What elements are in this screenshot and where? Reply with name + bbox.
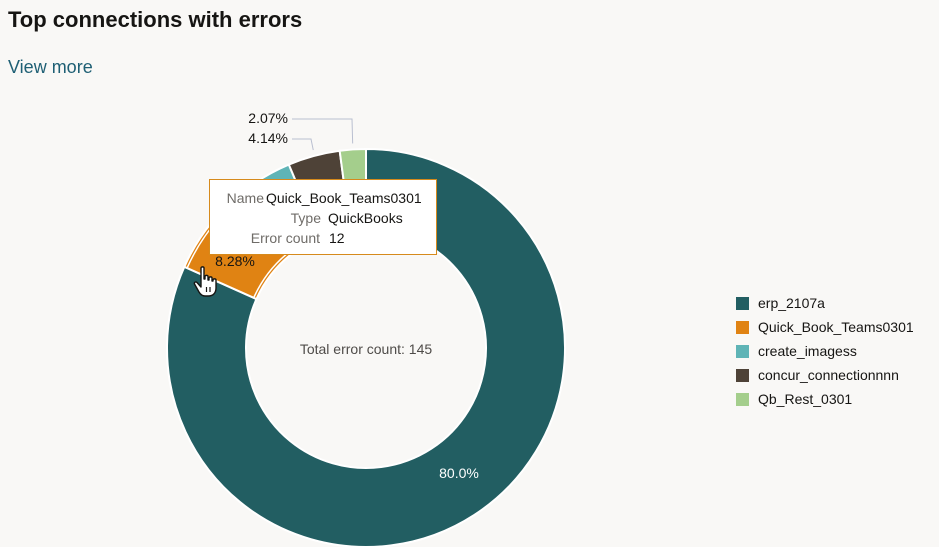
legend-swatch [736, 320, 749, 334]
legend-swatch [736, 392, 749, 406]
slice-erp-2107a[interactable] [166, 147, 566, 547]
center-label: Total error count: 145 [300, 341, 433, 357]
tooltip-name-key: Name [226, 190, 264, 206]
view-more-link[interactable]: View more [8, 57, 93, 77]
legend-swatch [736, 368, 749, 382]
legend-item-erp-2107a[interactable]: erp_2107a [736, 291, 914, 315]
page-title: Top connections with errors [8, 7, 303, 32]
legend-item-qb-rest-0301[interactable]: Qb_Rest_0301 [736, 387, 914, 411]
tooltip-type-key: Type [290, 210, 321, 226]
tooltip-row-count: Error count 12 [210, 230, 436, 248]
tooltip-row-type: Type QuickBooks [210, 210, 436, 228]
tooltip-count-key: Error count [250, 230, 320, 246]
legend-label: create_imagess [758, 343, 857, 359]
tooltip-name-value: Quick_Book_Teams0301 [266, 190, 422, 206]
tooltip-row-name: Name Quick_Book_Teams0301 [210, 190, 436, 208]
legend-label: Quick_Book_Teams0301 [758, 319, 914, 335]
data-label-quick-book-teams0301: 8.28% [215, 253, 255, 269]
legend-item-quick-book-teams0301[interactable]: Quick_Book_Teams0301 [736, 315, 914, 339]
legend-item-concur-connectionnnn[interactable]: concur_connectionnnn [736, 363, 914, 387]
data-label-qb-rest-0301: 2.07% [248, 110, 288, 126]
leader-line-qb-rest-0301 [292, 118, 354, 144]
data-label-erp-2107a: 80.0% [439, 465, 479, 481]
data-label-concur-connectionnnn: 4.14% [248, 130, 288, 146]
hand-pointer-icon [193, 266, 217, 297]
legend-swatch [736, 344, 749, 358]
legend-item-create-imagess[interactable]: create_imagess [736, 339, 914, 363]
legend-swatch [736, 296, 749, 310]
chart-legend: erp_2107a Quick_Book_Teams0301 create_imag… [736, 291, 914, 411]
chart-tooltip: Name Quick_Book_Teams0301 Type QuickBook… [209, 179, 437, 255]
tooltip-count-value: 12 [329, 230, 345, 246]
legend-label: concur_connectionnnn [758, 367, 899, 383]
tooltip-type-value: QuickBooks [328, 210, 403, 226]
legend-label: erp_2107a [758, 295, 825, 311]
legend-label: Qb_Rest_0301 [758, 391, 853, 407]
leader-line-concur-connectionnnn [292, 138, 314, 151]
